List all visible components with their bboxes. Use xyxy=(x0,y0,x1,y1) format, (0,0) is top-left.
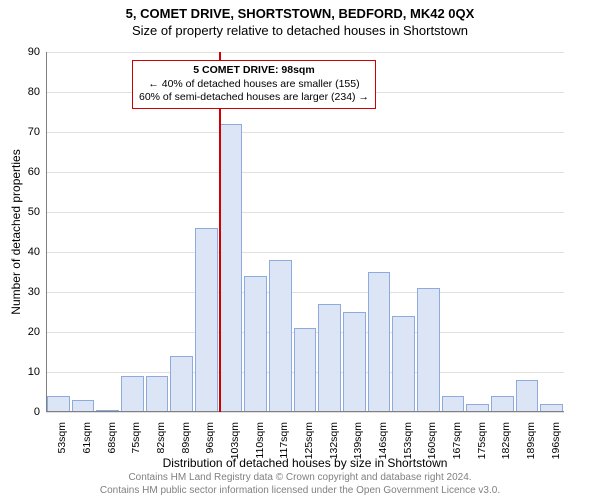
y-axis-line xyxy=(46,52,47,412)
histogram-bar xyxy=(269,260,292,412)
plot-area: 010203040506070809053sqm61sqm68sqm75sqm8… xyxy=(46,52,564,412)
annotation-line2: ← 40% of detached houses are smaller (15… xyxy=(139,78,369,92)
histogram-bar xyxy=(417,288,440,412)
histogram-bar xyxy=(294,328,317,412)
annotation-line1: 5 COMET DRIVE: 98sqm xyxy=(139,64,369,78)
x-tick-label: 96sqm xyxy=(204,422,216,454)
histogram-bar xyxy=(368,272,391,412)
x-tick-label: 175sqm xyxy=(476,422,488,459)
y-tick-label: 50 xyxy=(28,206,40,218)
histogram-bar xyxy=(392,316,415,412)
y-tick-label: 80 xyxy=(28,86,40,98)
gridline xyxy=(46,172,564,173)
y-tick-label: 60 xyxy=(28,166,40,178)
x-tick-label: 189sqm xyxy=(525,422,537,459)
gridline xyxy=(46,52,564,53)
y-tick-label: 70 xyxy=(28,126,40,138)
x-tick-label: 82sqm xyxy=(155,422,167,454)
chart-title: 5, COMET DRIVE, SHORTSTOWN, BEDFORD, MK4… xyxy=(0,0,600,40)
x-tick-label: 146sqm xyxy=(377,422,389,459)
x-tick-label: 53sqm xyxy=(56,422,68,454)
histogram-bar xyxy=(343,312,366,412)
title-address: 5, COMET DRIVE, SHORTSTOWN, BEDFORD, MK4… xyxy=(0,6,600,23)
footer-line2: Contains HM public sector information li… xyxy=(0,485,600,498)
gridline xyxy=(46,212,564,213)
x-tick-label: 139sqm xyxy=(352,422,364,459)
gridline xyxy=(46,292,564,293)
annotation-box: 5 COMET DRIVE: 98sqm← 40% of detached ho… xyxy=(132,60,376,109)
x-tick-label: 110sqm xyxy=(254,422,266,459)
x-tick-label: 160sqm xyxy=(426,422,438,459)
x-axis-label: Distribution of detached houses by size … xyxy=(163,456,448,470)
x-tick-label: 103sqm xyxy=(229,422,241,459)
x-axis-line xyxy=(46,411,564,412)
chart-area: Number of detached properties 0102030405… xyxy=(46,52,564,412)
x-tick-label: 167sqm xyxy=(451,422,463,459)
x-tick-label: 61sqm xyxy=(81,422,93,454)
histogram-bar xyxy=(146,376,169,412)
title-subtitle: Size of property relative to detached ho… xyxy=(0,23,600,40)
x-tick-label: 68sqm xyxy=(106,422,118,454)
histogram-bar xyxy=(516,380,539,412)
footer-line1: Contains HM Land Registry data © Crown c… xyxy=(0,472,600,485)
x-tick-label: 75sqm xyxy=(130,422,142,454)
footer-attribution: Contains HM Land Registry data © Crown c… xyxy=(0,472,600,500)
histogram-bar xyxy=(121,376,144,412)
y-tick-label: 0 xyxy=(34,406,40,418)
y-tick-label: 40 xyxy=(28,246,40,258)
gridline xyxy=(46,132,564,133)
y-axis-label: Number of detached properties xyxy=(9,149,23,314)
x-tick-label: 132sqm xyxy=(328,422,340,459)
y-tick-label: 90 xyxy=(28,46,40,58)
histogram-bar xyxy=(244,276,267,412)
annotation-line3: 60% of semi-detached houses are larger (… xyxy=(139,91,369,105)
histogram-bar xyxy=(195,228,218,412)
x-tick-label: 153sqm xyxy=(402,422,414,459)
histogram-bar xyxy=(47,396,70,412)
x-tick-label: 125sqm xyxy=(303,422,315,459)
y-tick-label: 10 xyxy=(28,366,40,378)
gridline xyxy=(46,252,564,253)
x-tick-label: 89sqm xyxy=(180,422,192,454)
histogram-bar xyxy=(220,124,243,412)
histogram-bar xyxy=(491,396,514,412)
y-tick-label: 20 xyxy=(28,326,40,338)
y-tick-label: 30 xyxy=(28,286,40,298)
histogram-bar xyxy=(442,396,465,412)
x-tick-label: 182sqm xyxy=(500,422,512,459)
x-tick-label: 117sqm xyxy=(278,422,290,459)
x-tick-label: 196sqm xyxy=(550,422,562,459)
gridline xyxy=(46,412,564,413)
histogram-bar xyxy=(318,304,341,412)
histogram-bar xyxy=(170,356,193,412)
